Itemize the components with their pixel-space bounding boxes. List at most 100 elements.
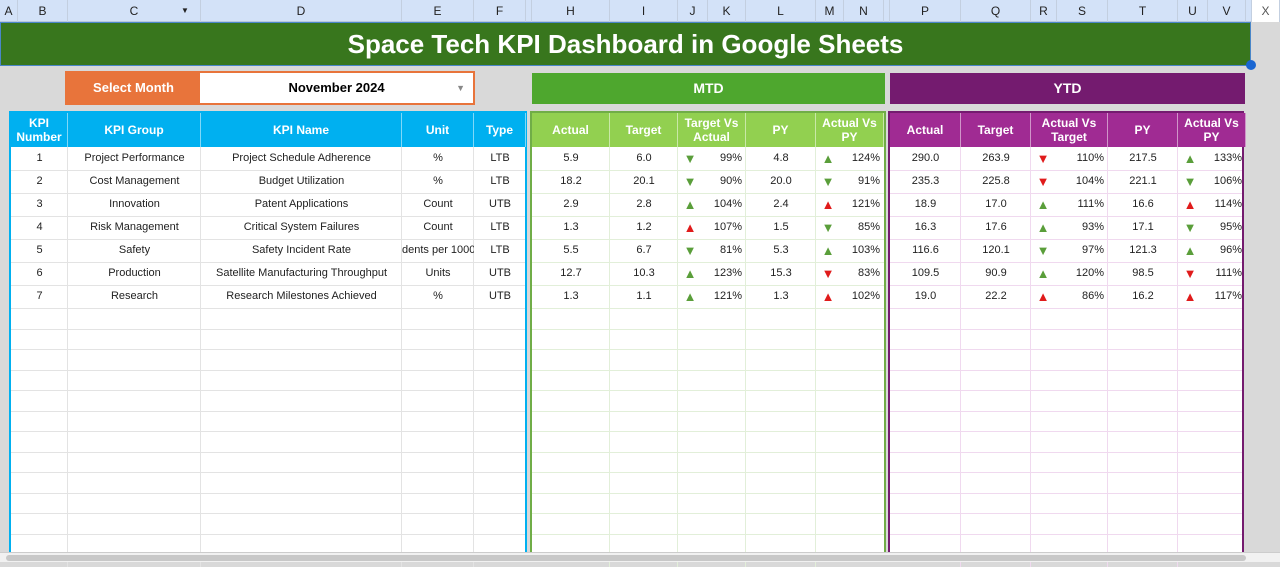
column-header-0: KPI Number (11, 113, 68, 147)
percent-value: 111% (1215, 267, 1242, 279)
grid-line (890, 369, 1242, 371)
column-header[interactable]: R (1031, 0, 1057, 22)
column-header[interactable]: C (68, 0, 201, 22)
kpi-number: 6 (36, 267, 43, 279)
grid-line (11, 349, 525, 350)
percent-value: 107% (713, 221, 742, 233)
column-header-1: Target (961, 113, 1031, 147)
percent-value: 114% (1214, 198, 1242, 210)
grid-line (532, 285, 884, 286)
column-header[interactable]: T (1108, 0, 1178, 22)
py-value: 15.3 (770, 267, 792, 279)
kpi-unit: Units (425, 267, 451, 279)
horizontal-scrollbar[interactable] (0, 552, 1280, 562)
column-header[interactable]: K (708, 0, 746, 22)
column-header[interactable]: V (1208, 0, 1246, 22)
column-header[interactable] (526, 0, 532, 22)
kpi-group: Risk Management (90, 221, 179, 233)
mtd-table: Actual Target Target Vs Actual PY Actual Vs … (530, 111, 886, 567)
column-header[interactable] (884, 0, 890, 22)
percent-value: 120% (1075, 267, 1104, 279)
filter-dropdown-icon[interactable]: ▼ (181, 6, 189, 15)
column-header[interactable]: N (844, 0, 884, 22)
target-value: 263.9 (982, 152, 1010, 164)
percent-value: 106% (1213, 175, 1242, 187)
grid-line (401, 147, 402, 567)
target-value: 90.9 (985, 267, 1007, 279)
grid-line (890, 262, 1242, 263)
column-header[interactable]: P (890, 0, 961, 22)
triangle-down-icon: ▼ (1183, 266, 1197, 281)
target-value: 20.1 (633, 175, 655, 187)
column-header[interactable]: D (201, 0, 402, 22)
grid-line (890, 239, 1242, 240)
grid-line (11, 390, 525, 391)
month-dropdown[interactable]: November 2024 ▼ (200, 73, 473, 103)
percent-value: 103% (851, 244, 880, 256)
column-header[interactable]: L (746, 0, 816, 22)
kpi-type: UTB (489, 290, 511, 302)
column-header-1: Target (610, 113, 678, 147)
column-header[interactable]: B (18, 0, 68, 22)
grid-line (200, 147, 201, 567)
column-header[interactable] (1246, 0, 1252, 22)
triangle-up-icon: ▲ (1036, 197, 1050, 212)
column-header[interactable]: S (1057, 0, 1108, 22)
column-header-2: Target Vs Actual (678, 113, 746, 147)
month-selector[interactable]: Select Month November 2024 ▼ (65, 71, 475, 105)
py-value: 1.3 (773, 290, 789, 302)
percent-value: 97% (1081, 244, 1104, 256)
kpi-group: Safety (118, 244, 151, 256)
column-header[interactable]: J (678, 0, 708, 22)
kpi-unit: Count (423, 198, 453, 210)
column-header[interactable]: Q (961, 0, 1031, 22)
column-header-0: Actual (890, 113, 961, 147)
actual-value: 2.9 (563, 198, 579, 210)
actual-value: 12.7 (560, 267, 582, 279)
grid-line (532, 533, 884, 535)
kpi-type: LTB (490, 244, 510, 256)
grid-line (1177, 147, 1178, 567)
grid-line (532, 170, 884, 171)
kpi-name: Research Milestones Achieved (226, 290, 377, 302)
actual-value: 235.3 (911, 175, 940, 187)
grid-line (11, 193, 525, 194)
column-headers: A B C ▼ D E F H I J K L M N P Q R S T U V X (0, 0, 1280, 22)
kpi-type: LTB (490, 152, 510, 164)
column-header-3: PY (746, 113, 816, 147)
target-value: 6.7 (636, 244, 652, 256)
grid-line (890, 451, 1242, 453)
grid-line (890, 533, 1242, 535)
kpi-number: 5 (36, 244, 43, 256)
grid-line (532, 472, 884, 473)
column-header[interactable]: A (0, 0, 18, 22)
target-value: 10.3 (633, 267, 655, 279)
actual-value: 109.5 (911, 267, 940, 279)
percent-value: 133% (1213, 152, 1242, 164)
grid-line (11, 492, 525, 494)
selection-handle[interactable] (1246, 60, 1256, 70)
percent-value: 110% (1076, 152, 1104, 164)
grid-line (890, 216, 1242, 217)
actual-value: 5.9 (563, 152, 579, 164)
py-value: 217.5 (1129, 152, 1157, 164)
column-header[interactable]: I (610, 0, 678, 22)
triangle-down-icon: ▼ (821, 220, 835, 235)
dashboard-title: Space Tech KPI Dashboard in Google Sheet… (0, 22, 1251, 66)
column-header[interactable]: M (816, 0, 844, 22)
py-value: 1.5 (773, 221, 789, 233)
triangle-up-icon: ▲ (683, 220, 697, 235)
column-header[interactable]: E (402, 0, 474, 22)
grid-line (532, 193, 884, 194)
dropdown-arrow-icon[interactable]: ▼ (456, 83, 465, 93)
column-header-3: Unit (402, 113, 474, 147)
column-header[interactable]: F (474, 0, 526, 22)
ytd-table: Actual Target Actual Vs Target PY Actual Vs … (888, 111, 1246, 567)
grid-line (532, 216, 884, 217)
column-header[interactable]: H (532, 0, 610, 22)
grid-line (11, 216, 525, 217)
grid-line (11, 239, 525, 240)
column-header[interactable]: X (1252, 0, 1280, 22)
scrollbar-thumb[interactable] (6, 555, 1246, 561)
column-header[interactable]: U (1178, 0, 1208, 22)
